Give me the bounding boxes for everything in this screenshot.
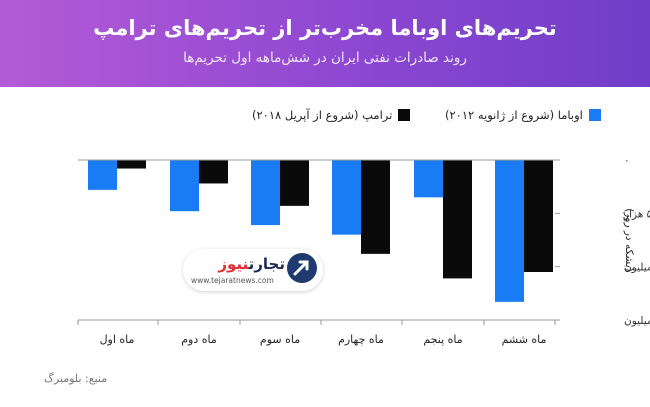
watermark-logo: تجارتنیوز www.tejaratnews.com [183, 247, 323, 295]
chart-subtitle: روند صادرات نفتی ایران در شش‌ماهه اول تح… [183, 50, 467, 66]
x-tick-label: ماه اول [100, 333, 135, 346]
logo-url: www.tejaratnews.com [191, 276, 274, 285]
bar-trump-1 [117, 160, 146, 169]
source-note: منبع: بلومبرگ [44, 372, 108, 385]
y-tick-label: ۰ [624, 155, 630, 167]
legend-item-trump: ترامپ (شروع از آپریل ۲۰۱۸) [252, 106, 411, 124]
x-tick-label: ماه ششم [502, 333, 547, 346]
y-tick-label: ۱/۵ میلیون [624, 315, 650, 327]
bar-obama-1 [88, 160, 117, 190]
y-tick-label: ۱ میلیون [624, 262, 650, 274]
logo-arrow-icon [287, 253, 317, 283]
header-banner: تحریم‌های اوباما مخرب‌تر از تحریم‌های تر… [0, 0, 650, 87]
x-tick-label: ماه سوم [260, 333, 300, 346]
logo-wordmark: تجارتنیوز [218, 255, 285, 273]
x-ticks-group: ماه اول ماه دوم ماه سوم ماه چهارم ماه پنجم ما… [77, 320, 556, 346]
legend-label-trump: ترامپ (شروع از آپریل ۲۰۱۸) [252, 108, 393, 122]
bar-obama-4 [332, 160, 361, 235]
y-ticks-group: ۰ ۵۰۰ هزار ۱ میلیون ۱/۵ میلیون [555, 155, 650, 327]
y-axis-label: (بشکه در روز) [623, 208, 635, 272]
legend-label-obama: اوباما (شروع از ژانویه ۲۰۱۲) [445, 108, 583, 122]
y-tick-label: ۵۰۰ هزار [623, 208, 650, 220]
legend-item-obama: اوباما (شروع از ژانویه ۲۰۱۲) [445, 106, 601, 124]
bar-trump-4 [361, 160, 390, 254]
bar-trump-3 [280, 160, 309, 206]
x-tick-label: ماه دوم [181, 333, 217, 346]
bar-trump-2 [199, 160, 228, 184]
x-tick-label: ماه چهارم [338, 333, 384, 346]
legend-swatch-trump [398, 109, 411, 121]
chart-title: تحریم‌های اوباما مخرب‌تر از تحریم‌های تر… [93, 16, 557, 40]
bar-trump-5 [443, 160, 472, 279]
logo-name-part2: نیوز [218, 255, 249, 273]
bars-group [88, 160, 553, 302]
logo-name-part1: تجارت [248, 255, 285, 273]
x-tick-label: ماه پنجم [423, 333, 462, 346]
bar-trump-6 [524, 160, 553, 272]
bar-obama-5 [414, 160, 443, 198]
bar-obama-6 [495, 160, 524, 302]
bar-obama-3 [251, 160, 280, 226]
bar-obama-2 [170, 160, 199, 212]
legend-swatch-obama [588, 109, 601, 121]
